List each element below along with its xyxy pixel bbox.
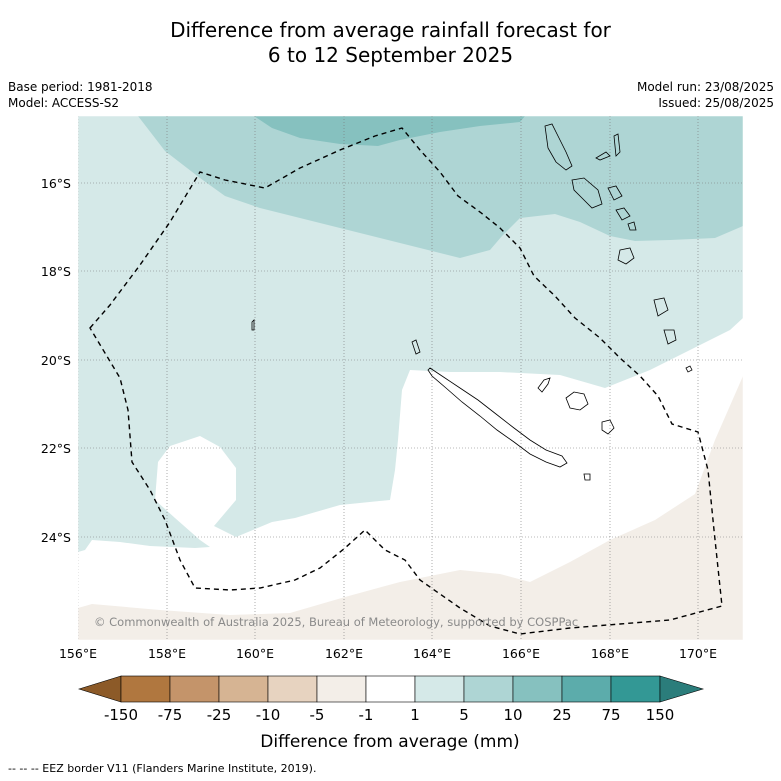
map-title: Difference from average rainfall forecas… (0, 18, 781, 68)
colorbar-extend-low (77, 675, 122, 703)
vanuatu-espiritu-santo (544, 123, 573, 171)
wetter-region-1-5mm (78, 116, 743, 552)
isle-of-pines (583, 473, 591, 481)
model-run: Model run: 23/08/2025 (636, 80, 774, 94)
colorbar-tick: 1 (410, 706, 420, 724)
coastlines (251, 123, 693, 481)
loyalty-island-ouvea (537, 377, 551, 393)
base-period: Base period: 1981-2018 (8, 80, 153, 94)
lon-label: 162°E (325, 646, 363, 661)
drier-region-south (78, 376, 743, 640)
vanuatu-islet-1 (595, 151, 611, 161)
lat-label: 18°S (41, 264, 71, 279)
vanuatu-tanna (653, 297, 669, 317)
lon-label: 164°E (413, 646, 451, 661)
islet-north (411, 339, 421, 355)
colorbar-segment (463, 675, 514, 703)
colorbar-tick: 10 (503, 706, 522, 724)
loyalty-island-lifou (565, 391, 589, 411)
colorbar-segment (120, 675, 171, 703)
lat-label: 22°S (41, 441, 71, 456)
eez-border (89, 127, 723, 635)
colorbar-segment (365, 675, 416, 703)
colorbar-ticks: -150 -75 -25 -10 -5 -1 1 5 10 25 75 150 (104, 706, 674, 724)
lon-label: 156°E (59, 646, 97, 661)
colorbar-tick: -5 (310, 706, 325, 724)
colorbar-segment (267, 675, 318, 703)
lat-label: 20°S (41, 353, 71, 368)
map-frame (77, 115, 744, 641)
colorbar-segment (316, 675, 367, 703)
latitude-labels: 16°S 18°S 20°S 22°S 24°S (41, 176, 71, 545)
colorbar-tick: -25 (207, 706, 232, 724)
issued-date: Issued: 25/08/2025 (658, 96, 774, 110)
lat-label: 24°S (41, 530, 71, 545)
loyalty-island-mare (601, 419, 615, 435)
lon-label: 160°E (236, 646, 274, 661)
map-area (78, 116, 743, 640)
lon-label: 158°E (148, 646, 186, 661)
vanuatu-islet-4 (627, 221, 637, 231)
lon-label: 170°E (679, 646, 717, 661)
islet-east (685, 365, 693, 373)
colorbar-tick: -1 (359, 706, 374, 724)
vanuatu-malekula (571, 177, 603, 209)
colorbar-segment (512, 675, 563, 703)
colorbar-tick: -75 (158, 706, 183, 724)
colorbar-tick: -150 (104, 706, 138, 724)
vanuatu-islet-3 (607, 185, 623, 201)
meta-right: Model run: 23/08/2025 Issued: 25/08/2025 (637, 79, 774, 111)
colorbar-segment (561, 675, 612, 703)
vanuatu-aneityum (663, 329, 677, 345)
gridlines (78, 116, 743, 640)
new-caledonia-island (427, 367, 568, 468)
colorbar-segment (414, 675, 465, 703)
colorbar-tick: 150 (646, 706, 675, 724)
copyright-notice: © Commonwealth of Australia 2025, Bureau… (94, 615, 578, 629)
colorbar-tick: 75 (601, 706, 620, 724)
colorbar-segment (610, 675, 661, 703)
colorbar-extend-high (659, 675, 705, 703)
colorbar-segment (169, 675, 220, 703)
vanuatu-efate (615, 207, 631, 221)
wetter-region-10-25mm (254, 116, 525, 146)
colorbar-segment (218, 675, 269, 703)
vanuatu-islet-2 (613, 133, 621, 157)
meta-left: Base period: 1981-2018 Model: ACCESS-S2 (8, 79, 153, 111)
longitude-labels: 156°E 158°E 160°E 162°E 164°E 166°E 168°… (59, 646, 717, 661)
title-line-2: 6 to 12 September 2025 (267, 43, 514, 67)
wetter-region-5-10mm (138, 116, 743, 258)
vanuatu-erromango (617, 247, 635, 265)
model-name: Model: ACCESS-S2 (8, 96, 120, 110)
colorbar-label: Difference from average (mm) (260, 732, 519, 752)
colorbar (77, 675, 705, 703)
islet-west (251, 319, 255, 331)
colorbar-tick: 25 (552, 706, 571, 724)
lat-label: 16°S (41, 176, 71, 191)
colorbar-tick: -10 (256, 706, 281, 724)
eez-footnote: -- -- -- EEZ border V11 (Flanders Marine… (8, 762, 317, 775)
title-line-1: Difference from average rainfall forecas… (170, 18, 611, 42)
lon-label: 168°E (591, 646, 629, 661)
lon-label: 166°E (502, 646, 540, 661)
colorbar-tick: 5 (459, 706, 469, 724)
